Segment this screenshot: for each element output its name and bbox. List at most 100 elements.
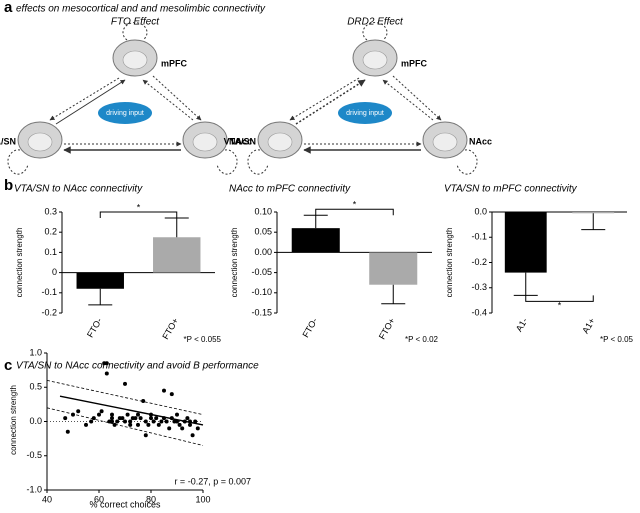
self-loop [362,22,388,41]
node-label: VTA/SN [224,136,256,146]
point [138,416,143,421]
ci-line [46,380,204,416]
point [136,412,140,417]
arrow [49,77,120,121]
point [143,419,148,424]
arrow [295,79,366,125]
brain-nacc-inner [192,132,218,152]
brain-nacc-inner [432,132,458,152]
point [71,412,75,417]
point [162,416,166,421]
point [104,361,109,366]
point [167,426,172,431]
error-bar [381,284,406,305]
arrow [289,77,360,121]
y-tick-label: -0.2 [471,257,487,267]
point [136,422,140,427]
point [141,398,146,403]
point [76,409,81,414]
panel-label: a [4,0,13,16]
point [110,416,114,421]
bar [153,237,201,273]
point [65,429,70,434]
x-tick-label: 40 [42,494,52,504]
diagram-title: DRD2 Effect [347,17,404,28]
error-bar [513,272,538,296]
point [177,422,182,427]
point [125,412,130,417]
y-tick-label: 0.5 [29,382,42,392]
brain-mpfc-inner [122,50,148,70]
y-tick-label: 0.3 [44,206,57,216]
chart-title: VTA/SN to NAcc connectivity [14,184,143,195]
y-axis-label: connection strength [230,228,239,298]
point [84,422,88,427]
y-tick-label: 0 [52,267,57,277]
annotation: r = -0.27, p = 0.007 [174,476,251,486]
point [91,416,96,421]
node-label: mPFC [401,58,428,68]
y-tick-label: 0.0 [474,206,487,216]
significance-label: * [353,200,357,210]
y-tick-label: -0.10 [251,287,272,297]
arrow [55,79,126,125]
significance-bracket [99,211,178,219]
point [128,419,133,424]
error-bar [164,217,189,238]
bar [76,272,124,289]
point [123,419,127,424]
x-tick-label: 60 [94,494,104,504]
diagram-title: FTO Effect [111,17,160,28]
point [97,412,101,417]
self-loop [456,149,478,175]
point [154,416,159,421]
point [99,409,104,414]
point [175,412,179,417]
x-tick-label: A1- [514,316,530,333]
error-bar [303,214,328,229]
y-tick-label: -0.3 [471,282,487,292]
panel-title: effects on mesocortical and and mesolimb… [16,4,266,15]
significance-label: * [558,301,562,311]
y-tick-label: 0.1 [44,247,57,257]
point [193,419,198,424]
point [188,422,192,427]
node-label: NAcc [229,136,252,146]
point [110,412,114,417]
point [63,416,68,421]
point [115,419,120,424]
x-tick-label: 80 [146,494,156,504]
point [128,422,133,427]
panel-label: b [4,177,13,194]
arrow [152,75,202,121]
point [123,381,127,386]
x-tick-label: FTO+ [160,316,180,341]
y-tick-label: -0.1 [41,287,57,297]
node-label: VTA/SN [0,136,16,146]
point [190,433,195,438]
brain-vta-inner [267,132,293,152]
y-tick-label: 0.00 [254,247,272,257]
brain-mpfc-inner [362,50,388,70]
significance-bracket [525,295,594,302]
input-node [338,102,392,124]
y-tick-label: -0.1 [471,232,487,242]
chart-title: VTA/SN to mPFC connectivity [444,184,578,195]
self-loop [247,149,269,175]
node-label: NAcc [469,136,492,146]
panel-label: c [4,357,12,374]
footnote: *P < 0.05 [600,335,634,344]
y-axis-label: connection strength [15,228,24,298]
point [151,419,156,424]
y-tick-label: -1.0 [26,484,42,494]
point [112,422,117,427]
self-loop [7,149,29,175]
point [133,416,138,421]
point [180,426,185,431]
point [175,419,179,424]
y-tick-label: 0.0 [29,416,42,426]
point [120,416,125,421]
point [110,419,114,424]
arrow [392,75,442,121]
